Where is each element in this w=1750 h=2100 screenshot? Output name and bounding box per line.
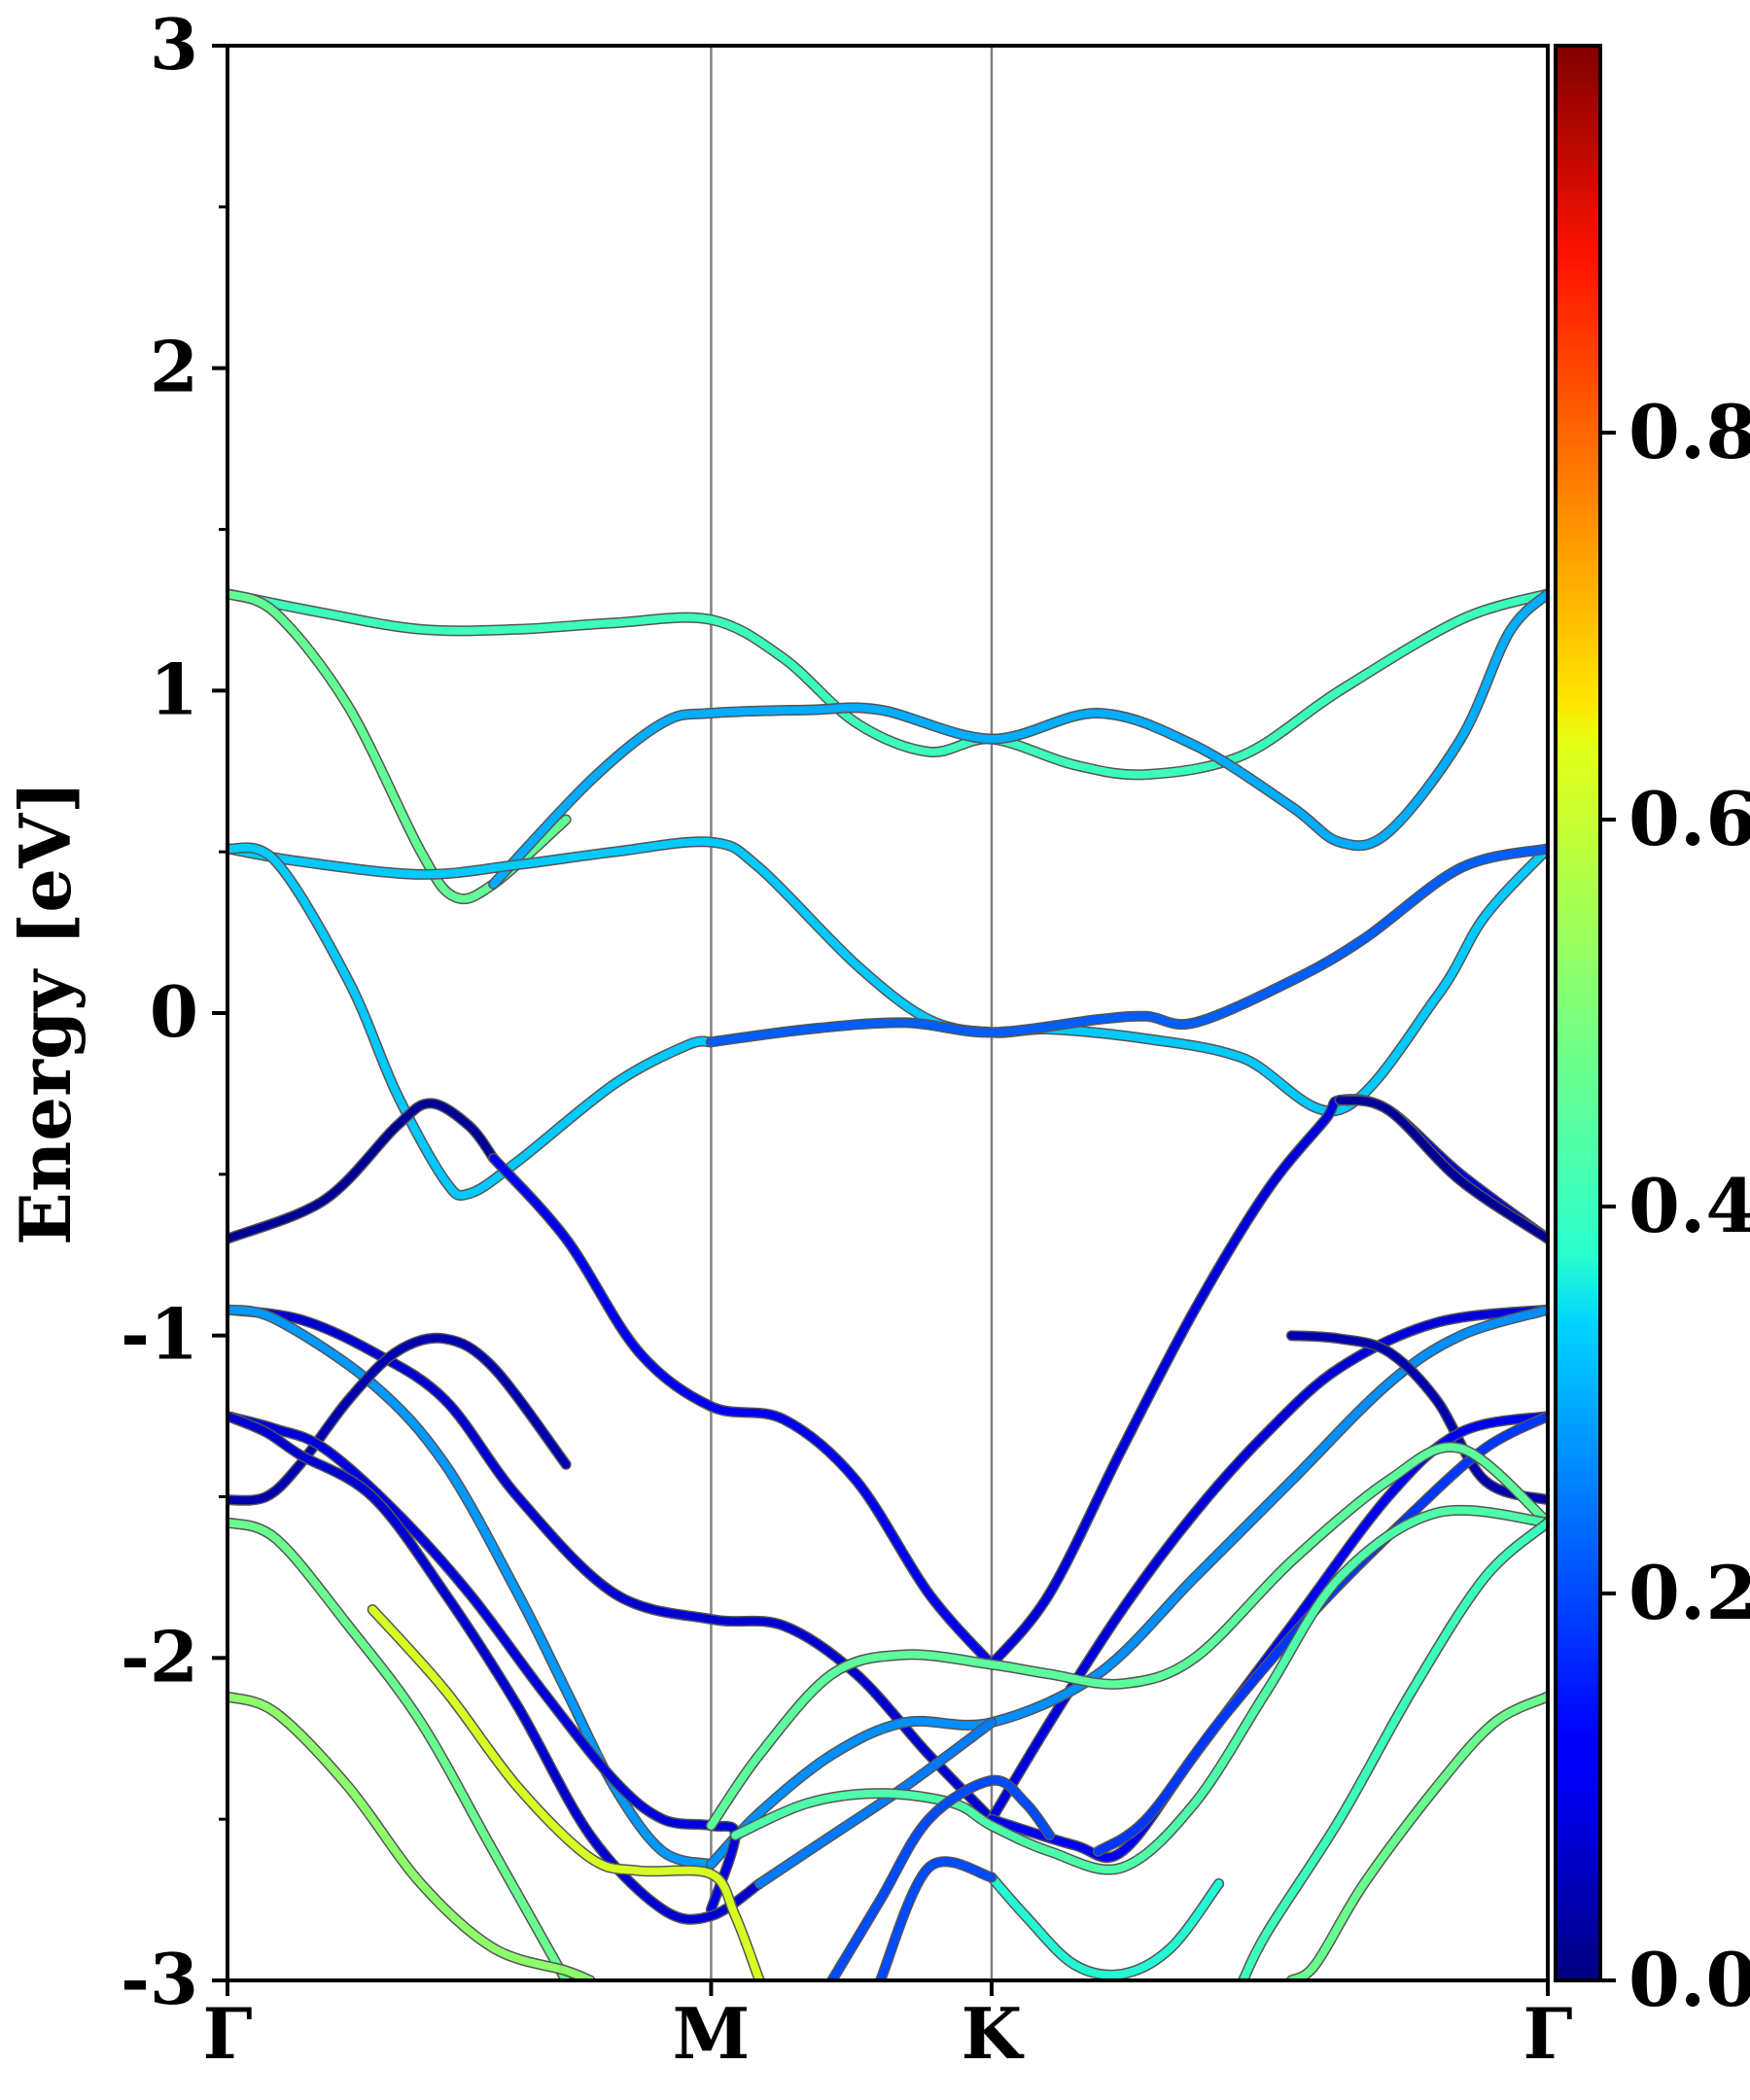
colorbar-tick-label: 0.0: [1628, 1937, 1750, 2023]
band-line: [987, 1872, 1223, 1979]
band-outline: [488, 588, 1548, 890]
band-line: [987, 1412, 1548, 1862]
x-tick-label: Γ: [202, 1992, 252, 2075]
band-line: [228, 1334, 571, 1505]
colorbar-tick-label: 0.8: [1628, 389, 1750, 475]
band-outline: [986, 1304, 1548, 1825]
band-line: [228, 1693, 595, 1980]
band-lines: [228, 588, 1548, 1980]
band-line: [489, 589, 1548, 889]
plot-frame: [226, 44, 1550, 1982]
band-line: [228, 1519, 571, 1980]
band-line: [987, 1306, 1548, 1824]
band-line: [228, 589, 1548, 779]
band-outline: [228, 836, 1548, 1117]
y-tick-label: 1: [150, 648, 198, 730]
y-tick-label: -2: [121, 1615, 198, 1698]
band-line: [707, 1443, 1548, 1830]
band-line: [876, 1857, 996, 1980]
colorbar-ticks: 0.0 0.2 0.4 0.6 0.8: [1600, 389, 1750, 2023]
band-line: [228, 1412, 740, 1913]
band-line: [827, 1776, 1054, 1980]
x-tick-label: Γ: [1522, 1992, 1572, 2075]
y-tick-label: 3: [150, 3, 198, 86]
band-outline: [228, 1304, 998, 1825]
y-tick-label: -3: [121, 1938, 198, 2020]
band-line: [731, 1506, 1548, 1874]
x-tick-label: K: [962, 1992, 1025, 2075]
band-line: [1239, 1519, 1548, 1980]
band-line: [228, 1306, 716, 1869]
band-line: [707, 844, 1548, 1046]
colorbar: [1554, 44, 1602, 1982]
colorbar-tick-label: 0.6: [1628, 776, 1750, 862]
band-line: [368, 1605, 764, 1980]
band-line: [1336, 1096, 1548, 1243]
band-line: [228, 1099, 498, 1243]
band-line: [707, 1306, 1548, 1869]
band-line: [228, 1412, 764, 1924]
band-outline: [705, 1304, 1548, 1871]
colorbar-tick-label: 0.4: [1628, 1163, 1750, 1249]
y-tick-label: -1: [121, 1293, 198, 1376]
y-axis: -3 -2 -1 0 1 2 3: [121, 3, 228, 2020]
band-line: [228, 1306, 996, 1824]
band-line: [1287, 1331, 1548, 1504]
y-tick-label: 0: [150, 970, 198, 1053]
band-outline: [1238, 1517, 1548, 1980]
y-axis-title: Energy [eV]: [4, 781, 87, 1245]
colorbar-tick-label: 0.2: [1628, 1550, 1750, 1636]
x-tick-label: M: [673, 1992, 751, 2075]
band-line: [755, 1718, 996, 1888]
band-line: [228, 837, 1548, 1115]
band-outline: [986, 1411, 1548, 1864]
y-tick-label: 2: [150, 326, 198, 408]
band-line: [228, 843, 716, 1200]
band-line: [489, 1154, 996, 1668]
band-line: [1287, 1693, 1548, 1980]
high-symmetry-lines: [710, 46, 994, 1980]
